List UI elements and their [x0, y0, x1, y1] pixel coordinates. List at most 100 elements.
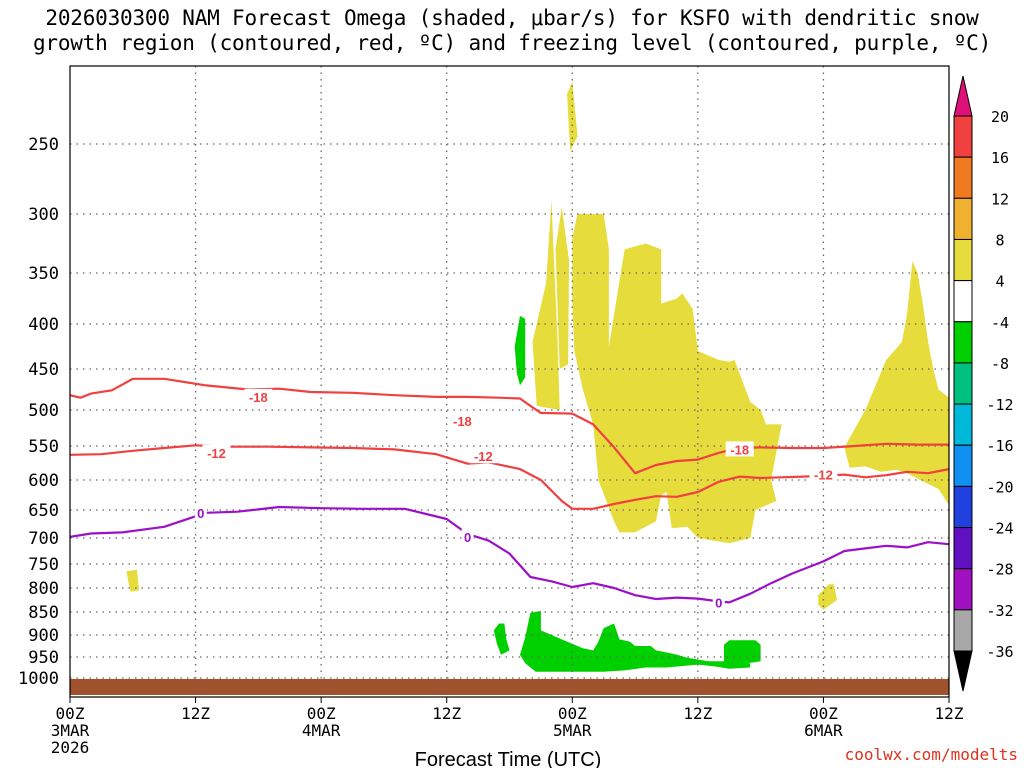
contour-label-bg — [448, 412, 477, 428]
colorbar-band — [953, 280, 973, 323]
colorbar-label: -8 — [991, 355, 1009, 373]
colorbar-label: -32 — [986, 602, 1013, 620]
contour-label: -18 — [730, 442, 749, 457]
ground-surface — [70, 679, 949, 695]
contour-label-bg — [244, 388, 273, 404]
colorbar-band — [953, 609, 973, 652]
contour-label-bg — [194, 504, 207, 520]
colorbar-band — [953, 444, 973, 487]
colorbar-label: 4 — [995, 273, 1004, 291]
y-tick-label: 350 — [28, 264, 59, 284]
colorbar-band — [953, 568, 973, 611]
y-tick-label: 950 — [28, 648, 59, 668]
y-tick-label: 300 — [28, 205, 59, 225]
omega-shading-layer — [126, 81, 949, 672]
y-tick-label: 900 — [28, 626, 59, 646]
contour-label: -18 — [249, 390, 268, 405]
x-tick-label: 6MAR — [804, 721, 843, 740]
contour-label: -12 — [474, 449, 493, 464]
x-tick-label: 00Z — [558, 704, 587, 723]
omega-area-7 — [514, 315, 526, 386]
y-tick-label: 750 — [28, 555, 59, 575]
colorbar-bottom-arrow — [953, 650, 973, 692]
omega-area-0 — [567, 81, 578, 151]
contour-label: 0 — [464, 530, 471, 545]
credit-link[interactable]: coolwx.com/modelts — [844, 745, 1018, 764]
x-tick-label: 12Z — [935, 704, 964, 723]
contour-label: 0 — [715, 595, 722, 610]
y-tick-label: 800 — [28, 579, 59, 599]
colorbar: 20 16 12 8 4 -4 -8 -12 -16 -20 -24 -28 -32 -36 — [953, 75, 1014, 692]
y-tick-label: 850 — [28, 603, 59, 623]
colorbar-label: -16 — [986, 437, 1013, 455]
x-tick-label: 5MAR — [553, 721, 592, 740]
colorbar-label: 20 — [991, 108, 1009, 126]
omega-area-1 — [532, 200, 560, 410]
colorbar-label: -36 — [986, 643, 1013, 661]
y-tick-label: 550 — [28, 437, 59, 457]
colorbar-label: -28 — [986, 561, 1013, 579]
x-tick-label: 12Z — [181, 704, 210, 723]
y-tick-label: 650 — [28, 501, 59, 521]
colorbar-band — [953, 238, 973, 282]
freezing-level-contour — [70, 505, 949, 604]
plot-frame — [69, 65, 950, 698]
colorbar-band — [953, 156, 973, 199]
y-tick-label: 500 — [28, 401, 59, 421]
chart-title-line-2: growth region (contoured, red, ºC) and f… — [32, 31, 992, 55]
colorbar-label: -12 — [986, 396, 1013, 414]
y-tick-label: 700 — [28, 529, 59, 549]
y-tick-label: 250 — [28, 135, 59, 155]
chart-title: 2026030300 NAM Forecast Omega (shaded, μ… — [0, 6, 1024, 56]
y-tick-label: 450 — [28, 360, 59, 380]
colorbar-band — [953, 115, 973, 158]
x-tick-label: 2026 — [51, 738, 90, 757]
dendritic-contour--12 — [70, 444, 949, 510]
colorbar-band — [953, 362, 973, 405]
dendritic-contour--18 — [70, 377, 949, 475]
omega-area-3 — [572, 214, 782, 544]
contour-label: -12 — [207, 446, 226, 461]
colorbar-label: 8 — [995, 231, 1004, 249]
colorbar-label: -24 — [986, 520, 1013, 538]
contour-label-bg — [469, 448, 498, 464]
x-tick-label: 00Z — [809, 704, 838, 723]
colorbar-label: -20 — [986, 478, 1013, 496]
contour-label-bg — [712, 594, 725, 610]
x-tick-label: 12Z — [683, 704, 712, 723]
omega-area-8 — [493, 623, 510, 655]
contour-layer: -18 -18 -18 -12 -12 -12 0 0 0 — [70, 377, 949, 610]
colorbar-label: -4 — [991, 314, 1009, 332]
x-tick-label: 12Z — [432, 704, 461, 723]
contour-label-bg — [809, 466, 838, 482]
y-tick-label: 1000 — [18, 669, 59, 689]
contour-label-bg — [202, 444, 231, 460]
colorbar-label: 16 — [991, 149, 1009, 167]
colorbar-band — [953, 197, 973, 240]
x-tick-label: 00Z — [307, 704, 336, 723]
x-tick-label: 00Z — [56, 704, 85, 723]
chart-title-line-1: 2026030300 NAM Forecast Omega (shaded, μ… — [45, 6, 979, 30]
omega-area-5 — [126, 569, 140, 592]
colorbar-band — [953, 403, 973, 446]
colorbar-band — [953, 527, 973, 570]
colorbar-band — [953, 321, 973, 364]
grid-layer — [70, 66, 949, 697]
colorbar-label: 12 — [991, 190, 1009, 208]
x-tick-label: 4MAR — [302, 721, 341, 740]
colorbar-top-arrow — [953, 75, 973, 117]
contour-label: 0 — [197, 506, 204, 521]
x-tick-label: 3MAR — [51, 721, 90, 740]
omega-area-9 — [520, 611, 751, 672]
omega-area-2 — [555, 207, 570, 369]
contour-label-bg — [725, 441, 754, 457]
omega-area-10 — [724, 640, 761, 663]
contour-label: -12 — [814, 468, 833, 483]
colorbar-band — [953, 485, 973, 529]
contour-label: -18 — [453, 414, 472, 429]
x-axis-label: Forecast Time (UTC) — [415, 749, 602, 768]
omega-area-6 — [818, 584, 837, 610]
contour-label-bg — [461, 528, 474, 544]
